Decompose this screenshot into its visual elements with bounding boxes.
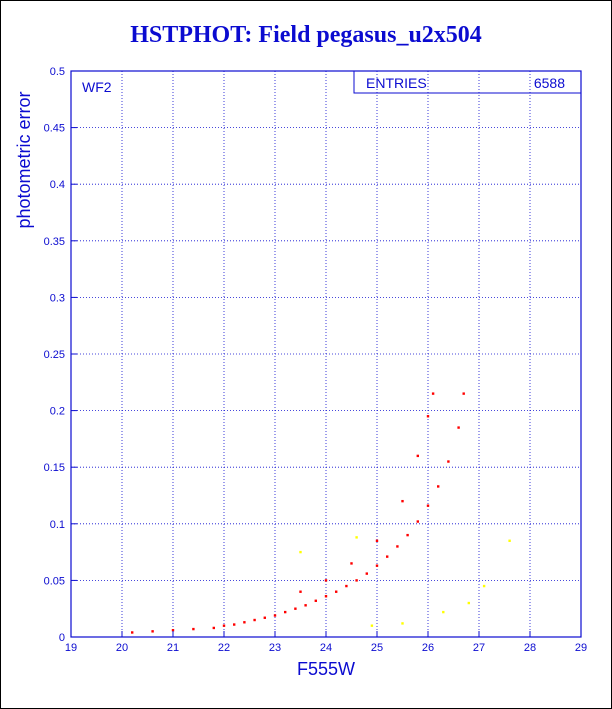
data-point <box>426 415 430 418</box>
x-tick-label: 22 <box>218 642 230 654</box>
data-point <box>151 630 154 633</box>
outlier-point <box>370 624 374 627</box>
x-tick-label: 26 <box>422 642 434 654</box>
data-point <box>314 599 317 602</box>
y-tick-label: 0.45 <box>44 123 65 135</box>
axis-ticks: 19 20 21 22 23 24 25 26 27 28 29 0 0.05 0.1 0.15 0.2 0.2… <box>44 66 588 654</box>
data-point <box>335 590 338 593</box>
data-point <box>299 590 302 593</box>
data-point <box>212 626 215 630</box>
outlier-point <box>355 536 358 539</box>
x-tick-label: 20 <box>116 642 128 654</box>
data-point <box>304 604 307 607</box>
data-point <box>447 460 450 463</box>
data-points <box>131 392 511 634</box>
x-tick-label: 28 <box>524 642 536 654</box>
x-tick-label: 23 <box>269 642 281 654</box>
data-point <box>324 595 328 598</box>
panel-label: WF2 <box>82 79 112 95</box>
y-tick-label: 0.1 <box>50 519 65 531</box>
chart-title: HSTPHOT: Field pegasus_u2x504 <box>130 22 482 48</box>
data-point <box>365 572 368 575</box>
data-point <box>350 562 353 565</box>
y-tick-label: 0 <box>59 632 65 644</box>
outlier-point <box>401 622 404 625</box>
stats-box-value: 6588 <box>534 75 565 91</box>
y-tick-label: 0.25 <box>44 349 65 361</box>
data-point <box>431 392 435 395</box>
plot-area-border <box>70 70 582 638</box>
data-point <box>462 392 465 395</box>
grid-lines <box>71 71 581 637</box>
data-point <box>131 631 134 634</box>
data-point <box>416 454 419 458</box>
data-point <box>324 579 328 582</box>
data-point <box>375 564 379 567</box>
x-tick-label: 21 <box>167 642 179 654</box>
y-tick-label: 0.15 <box>44 462 65 474</box>
data-point <box>294 607 297 610</box>
x-axis-label: F555W <box>297 659 355 679</box>
data-point <box>396 545 399 548</box>
data-point <box>355 579 358 582</box>
data-point <box>192 627 195 631</box>
data-point <box>375 539 379 542</box>
data-point <box>437 485 440 488</box>
outlier-point <box>467 601 470 605</box>
data-point <box>233 623 236 626</box>
data-point <box>222 624 226 627</box>
y-tick-label: 0.2 <box>50 406 65 418</box>
x-tick-label: 24 <box>320 642 332 654</box>
data-point <box>243 621 246 624</box>
outlier-point <box>482 584 486 588</box>
y-axis-label: photometric error <box>14 91 34 228</box>
x-tick-label: 25 <box>371 642 383 654</box>
y-tick-label: 0.4 <box>50 179 65 191</box>
outlier-point <box>442 610 445 614</box>
outlier-point <box>508 539 511 542</box>
x-tick-label: 27 <box>473 642 485 654</box>
x-tick-label: 19 <box>65 642 77 654</box>
y-tick-label: 0.3 <box>50 292 65 304</box>
data-point <box>416 520 419 523</box>
y-tick-label: 0.05 <box>44 575 65 587</box>
data-point <box>273 614 277 617</box>
data-point <box>457 426 460 429</box>
data-point <box>386 555 389 558</box>
data-point <box>406 533 409 537</box>
y-tick-label: 0.5 <box>50 66 65 78</box>
y-tick-label: 0.35 <box>44 236 65 248</box>
data-point <box>345 584 348 588</box>
x-tick-label: 29 <box>575 642 587 654</box>
outlier-point <box>299 550 302 554</box>
data-point <box>401 499 404 503</box>
data-point <box>284 610 287 614</box>
stats-box-label: ENTRIES <box>366 75 427 91</box>
data-point <box>171 629 175 632</box>
data-point <box>253 618 256 622</box>
data-point <box>426 504 430 507</box>
data-point <box>263 616 266 619</box>
